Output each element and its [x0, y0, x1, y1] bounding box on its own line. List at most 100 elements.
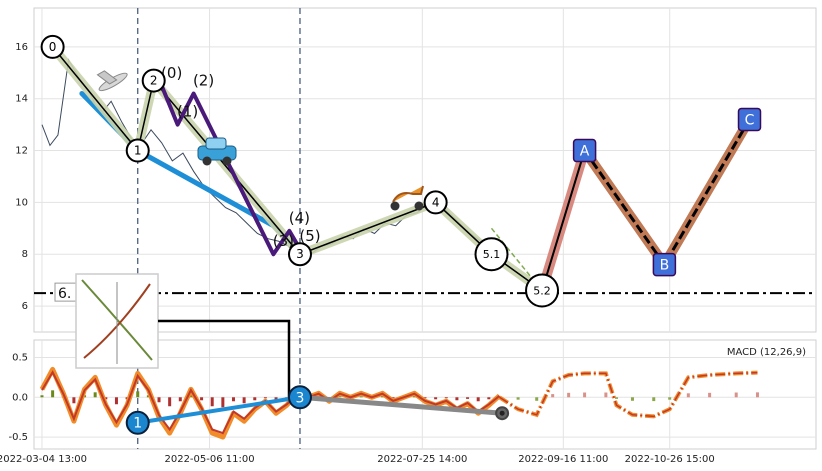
wave-label: 3 [296, 247, 304, 261]
wave-label: 2 [150, 74, 158, 88]
sub-wave-label: (4) [289, 209, 310, 227]
wave-label: 4 [432, 195, 440, 209]
macd-histogram-bar [412, 396, 416, 398]
macd-label: MACD (12,26,9) [727, 347, 806, 358]
macd-wave-label: 1 [133, 416, 142, 432]
abc-label: A [580, 144, 590, 160]
macd-histogram-bar [178, 397, 182, 402]
macd-gray-connector [299, 394, 503, 416]
xtick-label: 2022-05-06 11:00 [164, 454, 254, 465]
wave-marker [423, 190, 448, 215]
car-icon [197, 137, 237, 166]
airplane-wing [96, 70, 118, 85]
price-ytick-label: 6 [22, 301, 28, 312]
price-panel-frame [33, 7, 817, 333]
level-label: 6. [58, 286, 71, 302]
macd-histogram-bar [551, 394, 555, 398]
wave-marker [40, 34, 65, 59]
price-ytick-label: 14 [15, 94, 28, 105]
airplane-icon [96, 70, 128, 92]
connector-line [158, 319, 291, 400]
macd-ytick-label: 0.0 [12, 392, 28, 403]
scooter-wheel [414, 201, 424, 211]
macd-histogram-bar [708, 392, 712, 398]
macd-histogram-bar [583, 392, 587, 398]
macd-histogram-bar [51, 390, 55, 398]
abc-marker [737, 107, 762, 132]
scooter-icon [390, 185, 424, 211]
macd-wave-label: 3 [296, 390, 305, 406]
signal-projection-line [499, 371, 758, 418]
macd-panel-frame [33, 339, 817, 450]
macd-histogram-bar [455, 397, 459, 401]
macd-histogram-bar [221, 397, 225, 408]
macd-histogram-bar [686, 393, 690, 398]
macd-histogram-bar [466, 397, 470, 399]
macd-histogram-bar [604, 392, 608, 398]
macd-ytick-label: 0.5 [12, 353, 28, 364]
scooter-wheel [390, 201, 400, 211]
macd-histogram-bar [487, 397, 491, 400]
price-ytick-label: 16 [15, 42, 28, 53]
abc-marker [572, 138, 597, 163]
wave-marker [125, 138, 150, 163]
scooter-body [392, 185, 424, 203]
macd-histogram-bar [630, 397, 634, 401]
macd-histogram-bar [380, 396, 384, 398]
xtick-label: 2022-03-04 13:00 [0, 454, 87, 465]
macd-histogram-bar [434, 397, 438, 400]
wave-label: 1 [134, 144, 142, 158]
macd-panel: 13 [39, 366, 759, 440]
macd-histogram-bar [93, 392, 97, 398]
wave-marker [474, 237, 509, 272]
xtick-label: 2022-09-16 11:00 [518, 454, 608, 465]
macd-histogram-bar [755, 392, 759, 398]
sub-wave-label: (1) [177, 103, 198, 121]
abc-label: C [745, 112, 755, 128]
macd-histogram-bar [189, 395, 193, 398]
macd-histogram-bar [423, 397, 427, 399]
macd-histogram-bar [338, 396, 342, 398]
car-wheel [222, 156, 232, 166]
abc-line [541, 150, 586, 291]
signal-line [41, 370, 501, 435]
macd-ytick-label: -0.5 [8, 432, 28, 443]
sub-wave-line [159, 85, 302, 257]
wave-label: 5.2 [533, 285, 551, 298]
wave-label: 5.1 [483, 248, 501, 261]
macd-wave-marker [287, 385, 312, 410]
macd-histogram-bar [157, 397, 161, 403]
wave-label: 0 [49, 40, 57, 54]
macd-wave-marker [125, 410, 150, 435]
macd-histogram-bar [734, 392, 738, 398]
macd-histogram-bar [652, 397, 656, 402]
sub-wave-label: (5) [299, 227, 320, 245]
abc-dashed-line [583, 118, 751, 268]
macd-histogram-bar [114, 397, 118, 405]
macd-histogram-bar [210, 397, 214, 407]
macd-histogram-bar [263, 397, 267, 399]
macd-histogram-bar [668, 397, 672, 400]
macd-histogram-bar [200, 397, 204, 401]
macd-histogram-bar [567, 392, 571, 398]
price-ytick-label: 12 [15, 146, 28, 157]
wave-marker [525, 273, 560, 308]
abc-marker [652, 252, 677, 277]
xtick-label: 2022-07-25 14:00 [377, 454, 467, 465]
macd-histogram-bar [253, 397, 257, 401]
macd-histogram-bar [359, 396, 363, 398]
xtick-label: 2022-10-26 15:00 [625, 454, 715, 465]
price-panel: (0) (1) (2) (3) (4)(5) A B C 0 1 2 3 4 5.1 5.2 6. [34, 8, 816, 449]
car-wheel [202, 156, 212, 166]
macd-histogram-bar [516, 397, 520, 400]
car-cabin [205, 137, 227, 150]
price-ytick-label: 10 [15, 197, 28, 208]
macd-histogram-bar [136, 391, 140, 398]
abc-label: B [660, 258, 670, 274]
sub-wave-label: (3) [273, 232, 294, 250]
macd-histogram-bar [615, 397, 619, 399]
macd-histogram-bar [391, 397, 395, 399]
wave-marker [141, 68, 166, 93]
macd-histogram-bar [242, 397, 246, 404]
